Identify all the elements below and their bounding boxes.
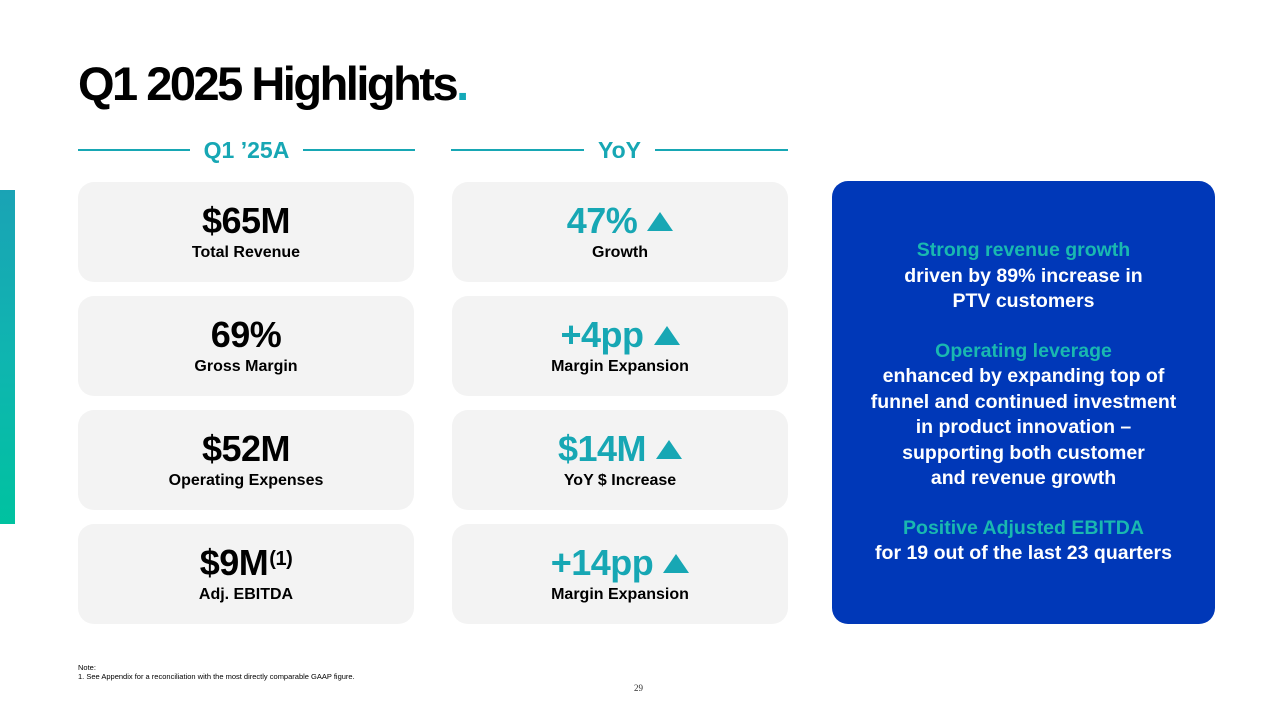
metric-card-operating-expenses: $52M Operating Expenses — [78, 410, 414, 510]
column-header-label: YoY — [597, 136, 642, 163]
panel-text: enhanced by expanding top of funnel and … — [870, 365, 1177, 490]
panel-text: for 19 out of the last 23 quarters — [875, 542, 1172, 565]
yoy-value-group: $14M — [557, 428, 683, 469]
yoy-label: YoY $ Increase — [563, 472, 677, 489]
panel-block-revenue: Strong revenue growth driven by 89% incr… — [904, 238, 1142, 315]
header-rule — [451, 149, 584, 151]
column-header-q1: Q1 ’25A — [78, 134, 415, 166]
metric-card-adj-ebitda: $9M (1) Adj. EBITDA — [78, 524, 414, 624]
up-triangle-icon — [663, 553, 690, 573]
up-triangle-icon — [656, 439, 683, 459]
footnote-marker: (1) — [269, 548, 293, 570]
accent-bar — [0, 190, 15, 524]
footnote-heading: Note: — [78, 663, 96, 672]
yoy-value-group: 47% — [567, 201, 674, 241]
yoy-value: 47% — [566, 200, 638, 241]
metric-card-gross-margin: 69% Gross Margin — [78, 296, 414, 396]
metric-label: Gross Margin — [194, 358, 298, 375]
yoy-card-dollar-increase: $14M YoY $ Increase — [452, 410, 788, 510]
highlights-panel: Strong revenue growth driven by 89% incr… — [832, 181, 1215, 624]
header-rule — [655, 149, 788, 151]
panel-highlight: Positive Adjusted EBITDA — [903, 516, 1144, 539]
metric-value: 69% — [210, 314, 282, 355]
metric-value-group: $9M (1) — [199, 542, 293, 583]
metric-value: $9M — [199, 542, 269, 583]
header-rule — [78, 149, 190, 151]
title-dot: . — [456, 57, 469, 110]
metric-label: Adj. EBITDA — [198, 586, 294, 603]
yoy-value: +4pp — [560, 314, 644, 355]
yoy-card-growth: 47% Growth — [452, 182, 788, 282]
up-triangle-icon — [653, 325, 680, 345]
yoy-label: Margin Expansion — [551, 586, 689, 603]
metric-value: $65M — [201, 200, 291, 241]
page-number: 29 — [634, 683, 643, 693]
panel-text: driven by 89% increase in PTV customers — [904, 264, 1143, 313]
metric-card-total-revenue: $65M Total Revenue — [78, 182, 414, 282]
column-header-yoy: YoY — [451, 134, 788, 166]
panel-highlight: Operating leverage — [935, 339, 1112, 362]
footnote: Note: 1. See Appendix for a reconciliati… — [78, 663, 355, 681]
yoy-value: +14pp — [550, 542, 654, 583]
yoy-label: Margin Expansion — [551, 358, 689, 375]
panel-block-ebitda: Positive Adjusted EBITDA for 19 out of t… — [875, 516, 1172, 567]
yoy-card-margin-expansion: +4pp Margin Expansion — [452, 296, 788, 396]
panel-highlight: Strong revenue growth — [916, 239, 1131, 262]
panel-block-leverage: Operating leverage enhanced by expanding… — [871, 339, 1177, 492]
metric-label: Total Revenue — [191, 244, 301, 261]
metric-value: $52M — [201, 428, 291, 469]
yoy-value-group: +14pp — [551, 543, 690, 583]
metric-label: Operating Expenses — [168, 472, 324, 489]
footnote-line: 1. See Appendix for a reconciliation wit… — [78, 672, 355, 681]
yoy-value: $14M — [557, 428, 647, 469]
title-text: Q1 2025 Highlights — [78, 57, 459, 110]
page-title: Q1 2025 Highlights. — [78, 56, 469, 112]
column-header-label: Q1 ’25A — [203, 136, 290, 163]
yoy-label: Growth — [592, 244, 648, 261]
header-rule — [303, 149, 415, 151]
up-triangle-icon — [647, 211, 674, 231]
yoy-value-group: +4pp — [560, 314, 680, 355]
yoy-card-ebitda-margin-expansion: +14pp Margin Expansion — [452, 524, 788, 624]
